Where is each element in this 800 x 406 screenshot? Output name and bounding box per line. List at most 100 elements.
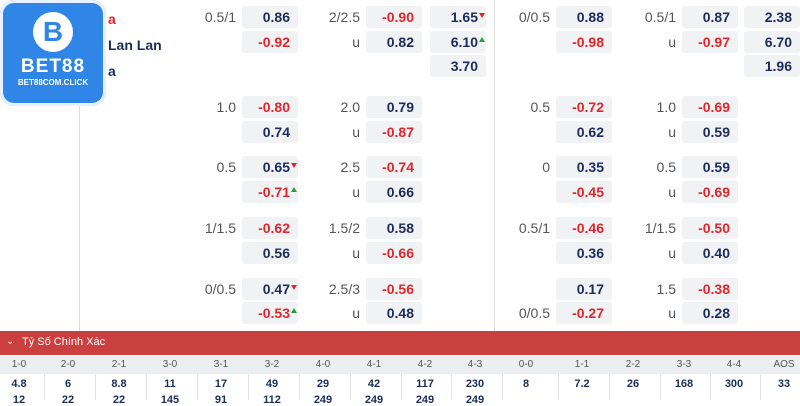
score-odds[interactable]: 12 <box>12 394 26 406</box>
odds-cell-1x2[interactable]: 2.38 <box>744 6 800 28</box>
under-label: u <box>668 34 676 50</box>
score-odds[interactable]: 145 <box>160 394 180 406</box>
odds-cell[interactable]: 0.74 <box>242 121 298 143</box>
odds-cell-1x2[interactable]: 6.70 <box>744 31 800 53</box>
score-odds[interactable]: 11 <box>164 378 176 390</box>
score-odds[interactable]: 249 <box>313 394 333 406</box>
odds-cell[interactable]: -0.53 <box>242 302 298 324</box>
odds-cell-1x2[interactable]: 6.10 <box>430 31 486 53</box>
odds-cell[interactable]: 0.36 <box>556 242 612 264</box>
score-odds[interactable]: 117 <box>416 378 434 390</box>
odds-cell[interactable]: -0.50 <box>682 217 738 239</box>
score-odds[interactable]: 4.8 <box>11 378 27 390</box>
odds-cell[interactable]: 0.62 <box>556 121 612 143</box>
score-odds[interactable]: 249 <box>465 394 485 406</box>
odds-cell[interactable]: -0.69 <box>682 96 738 118</box>
odds-cell[interactable]: 0.28 <box>682 302 738 324</box>
under-label: u <box>352 245 360 261</box>
odds-cell[interactable]: 0.65 <box>242 156 298 178</box>
score-header-3-3: 3-3 <box>676 359 692 370</box>
arrow-up-icon <box>291 308 297 313</box>
score-odds[interactable]: 249 <box>415 394 435 406</box>
score-header-3-0: 3-0 <box>162 359 178 370</box>
score-odds[interactable]: 42 <box>367 378 381 390</box>
odds-cell[interactable]: -0.46 <box>556 217 612 239</box>
score-odds[interactable]: 22 <box>112 394 126 406</box>
odds-cell[interactable]: -0.38 <box>682 278 738 300</box>
odds-cell[interactable]: 0.40 <box>682 242 738 264</box>
odds-cell[interactable]: 0.56 <box>242 242 298 264</box>
odds-cell[interactable]: -0.98 <box>556 31 612 53</box>
score-odds[interactable]: 17 <box>214 378 228 390</box>
odds-cell[interactable]: 0.86 <box>242 6 298 28</box>
odds-cell[interactable]: 0.47 <box>242 278 298 300</box>
score-odds[interactable]: 7.2 <box>574 378 590 390</box>
score-divider <box>660 374 661 400</box>
score-odds[interactable]: 8 <box>522 378 530 390</box>
total-line: 1.5 <box>656 281 676 297</box>
under-label: u <box>352 305 360 321</box>
odds-cell[interactable]: -0.71 <box>242 181 298 203</box>
score-divider <box>299 374 300 400</box>
score-odds[interactable]: 112 <box>263 394 281 406</box>
arrow-down-icon <box>479 13 485 18</box>
logo-badge: B <box>33 12 73 52</box>
handicap-line: 0.5/1 <box>204 9 236 25</box>
score-divider <box>502 374 503 400</box>
score-odds[interactable]: 91 <box>214 394 228 406</box>
odds-cell[interactable]: 0.66 <box>366 181 422 203</box>
odds-cell[interactable]: 0.79 <box>366 96 422 118</box>
under-label: u <box>668 245 676 261</box>
odds-cell[interactable]: -0.45 <box>556 181 612 203</box>
odds-cell-1x2[interactable]: 3.70 <box>430 55 486 77</box>
odds-cell[interactable]: -0.69 <box>682 181 738 203</box>
odds-cell[interactable]: -0.72 <box>556 96 612 118</box>
score-odds[interactable]: 8.8 <box>111 378 127 390</box>
odds-cell[interactable]: 0.35 <box>556 156 612 178</box>
odds-cell-1x2[interactable]: 1.96 <box>744 55 800 77</box>
score-odds[interactable]: 168 <box>674 378 694 390</box>
odds-cell[interactable]: -0.87 <box>366 121 422 143</box>
odds-cell[interactable]: 0.48 <box>366 302 422 324</box>
score-divider <box>558 374 559 400</box>
score-odds[interactable]: 300 <box>724 378 744 390</box>
score-odds[interactable]: 230 <box>465 378 485 390</box>
odds-cell[interactable]: -0.27 <box>556 302 612 324</box>
score-odds[interactable]: 49 <box>265 378 279 390</box>
odds-cell[interactable]: -0.66 <box>366 242 422 264</box>
score-divider <box>710 374 711 400</box>
score-header-2-1: 2-1 <box>111 359 127 370</box>
odds-cell[interactable]: -0.62 <box>242 217 298 239</box>
arrow-up-icon <box>479 37 485 42</box>
handicap-line: 0.5 <box>216 159 236 175</box>
score-header-2-2: 2-2 <box>625 359 641 370</box>
score-divider <box>95 374 96 400</box>
odds-cell[interactable]: -0.74 <box>366 156 422 178</box>
column-divider <box>79 0 80 331</box>
odds-cell[interactable]: -0.90 <box>366 6 422 28</box>
odds-cell[interactable]: -0.92 <box>242 31 298 53</box>
odds-cell[interactable]: 0.58 <box>366 217 422 239</box>
score-odds[interactable]: 6 <box>64 378 72 390</box>
odds-cell[interactable]: -0.97 <box>682 31 738 53</box>
correct-score-header[interactable]: ⌄ Tỷ Số Chính Xác <box>0 331 800 355</box>
odds-value: 6.10 <box>450 34 478 50</box>
under-label: u <box>668 124 676 140</box>
odds-cell[interactable]: 0.87 <box>682 6 738 28</box>
chevron-down-icon[interactable]: ⌄ <box>6 336 15 347</box>
odds-cell[interactable]: -0.80 <box>242 96 298 118</box>
score-odds[interactable]: 26 <box>626 378 640 390</box>
score-odds[interactable]: 33 <box>777 378 791 390</box>
odds-cell-1x2[interactable]: 1.65 <box>430 6 486 28</box>
odds-cell[interactable]: 0.82 <box>366 31 422 53</box>
total-line: 0.5/1 <box>644 9 676 25</box>
score-odds[interactable]: 29 <box>316 378 330 390</box>
odds-cell[interactable]: 0.59 <box>682 156 738 178</box>
odds-cell[interactable]: 0.88 <box>556 6 612 28</box>
odds-cell[interactable]: 0.59 <box>682 121 738 143</box>
score-odds[interactable]: 249 <box>364 394 384 406</box>
team-draw: a <box>108 63 116 79</box>
odds-cell[interactable]: 0.17 <box>556 278 612 300</box>
score-odds[interactable]: 22 <box>61 394 75 406</box>
odds-cell[interactable]: -0.56 <box>366 278 422 300</box>
